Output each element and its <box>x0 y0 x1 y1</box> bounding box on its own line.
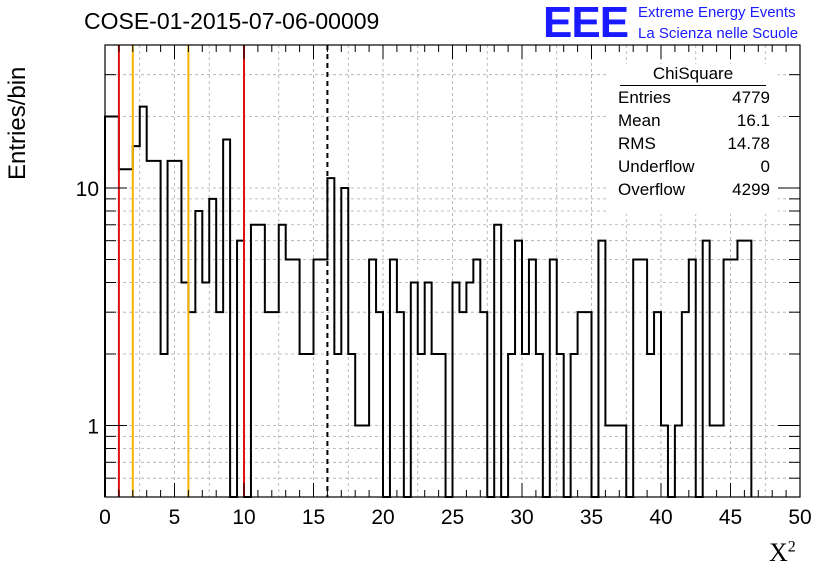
eee-logo: EEE Extreme Energy Events La Scienza nel… <box>543 0 833 47</box>
histogram-bin <box>251 225 258 497</box>
stats-row-overflow: Overflow 4299 <box>608 178 778 201</box>
stats-title-underline <box>620 85 766 86</box>
histogram-outline <box>104 105 753 498</box>
histogram-bin <box>466 283 473 497</box>
stats-row-mean: Mean 16.1 <box>608 109 778 132</box>
histogram-bin <box>293 259 300 497</box>
y-tick-label: 10 <box>76 178 99 201</box>
histogram-bin <box>369 259 376 497</box>
histogram-bin <box>744 241 751 497</box>
x-tick-label: 40 <box>649 506 672 529</box>
histogram-bin <box>119 169 126 497</box>
stats-label: Mean <box>618 111 661 130</box>
histogram-bin <box>237 241 244 497</box>
histogram-bin <box>529 259 536 497</box>
histogram-bin <box>480 312 487 497</box>
histogram-bin <box>188 312 195 497</box>
histogram-bin <box>731 259 738 497</box>
x-axis-label-sup: 2 <box>787 538 796 556</box>
stats-label: RMS <box>618 134 656 153</box>
stats-row-entries: Entries 4779 <box>608 86 778 109</box>
stats-value: 4299 <box>732 180 770 199</box>
histogram-bin <box>376 312 383 497</box>
histogram-bin <box>390 259 397 497</box>
histogram-bin <box>703 241 710 497</box>
stats-box-background <box>608 64 778 214</box>
histogram-bin <box>425 283 432 497</box>
histogram-bin <box>105 116 112 497</box>
histogram-bin <box>640 259 647 497</box>
histogram-bin <box>279 225 286 497</box>
stats-label: Entries <box>618 88 671 107</box>
histogram-bin <box>550 259 557 497</box>
histogram-bin <box>654 312 661 497</box>
histogram-bin <box>327 178 334 497</box>
x-tick-label: 35 <box>580 506 603 529</box>
stats-value: 0 <box>760 157 770 176</box>
x-tick-label: 30 <box>510 506 533 529</box>
histogram-bin <box>397 312 404 497</box>
histogram-bin <box>633 259 640 497</box>
histogram-bin <box>126 169 133 497</box>
histogram-bin <box>286 259 293 497</box>
x-tick-label: 0 <box>99 506 111 529</box>
histogram-bin <box>140 107 147 497</box>
histogram-bin <box>494 225 501 497</box>
histogram-bin <box>202 283 209 497</box>
histogram-bin <box>411 283 418 497</box>
histogram-bin <box>209 199 216 497</box>
histogram-bin <box>272 312 279 497</box>
x-tick-label: 25 <box>441 506 464 529</box>
stats-label: Overflow <box>618 180 686 199</box>
stats-value: 16.1 <box>736 111 770 130</box>
stats-label: Underflow <box>618 157 695 176</box>
histogram-bin <box>181 283 188 497</box>
histogram-bin <box>737 241 744 497</box>
x-tick-label: 10 <box>232 506 255 529</box>
histogram-bin <box>112 116 119 497</box>
x-tick-label: 50 <box>788 506 811 529</box>
histogram-bin <box>459 312 466 497</box>
x-axis-label-base: X <box>769 538 788 567</box>
histogram-bin <box>314 259 321 497</box>
stats-value: 4779 <box>732 88 770 107</box>
logo-line2: La Scienza nelle Scuole <box>638 25 799 42</box>
stats-box: ChiSquare Entries 4779 Mean 16.1 RMS 14.… <box>608 64 778 201</box>
histogram-bin <box>216 312 223 497</box>
x-tick-label: 20 <box>371 506 394 529</box>
histogram-bin <box>585 312 592 497</box>
histogram-bin <box>682 312 689 497</box>
logo-mark: EEE <box>543 0 629 47</box>
histogram-bin <box>515 241 522 497</box>
stats-row-underflow: Underflow 0 <box>608 155 778 178</box>
histogram-bin <box>473 259 480 497</box>
histogram-bin <box>258 225 265 497</box>
histogram-bin <box>320 259 327 497</box>
stats-value: 14.78 <box>727 134 770 153</box>
histogram-bin <box>265 312 272 497</box>
x-tick-label: 45 <box>719 506 742 529</box>
histogram-bin <box>341 188 348 497</box>
histogram-bin <box>453 283 460 497</box>
x-tick-label: 5 <box>169 506 181 529</box>
stats-row-rms: RMS 14.78 <box>608 132 778 155</box>
chart-title: COSE-01-2015-07-06-00009 <box>84 8 380 34</box>
stats-title: ChiSquare <box>652 64 734 83</box>
histogram-bin <box>223 140 230 497</box>
histogram-bin <box>578 312 585 497</box>
y-tick-label: 1 <box>87 416 99 439</box>
histogram-bin <box>689 259 696 497</box>
histogram-bin <box>598 241 605 497</box>
x-tick-label: 15 <box>302 506 325 529</box>
x-axis-label: X2 <box>769 538 796 568</box>
logo-line1: Extreme Energy Events <box>638 4 796 21</box>
histogram-bin <box>724 259 731 497</box>
